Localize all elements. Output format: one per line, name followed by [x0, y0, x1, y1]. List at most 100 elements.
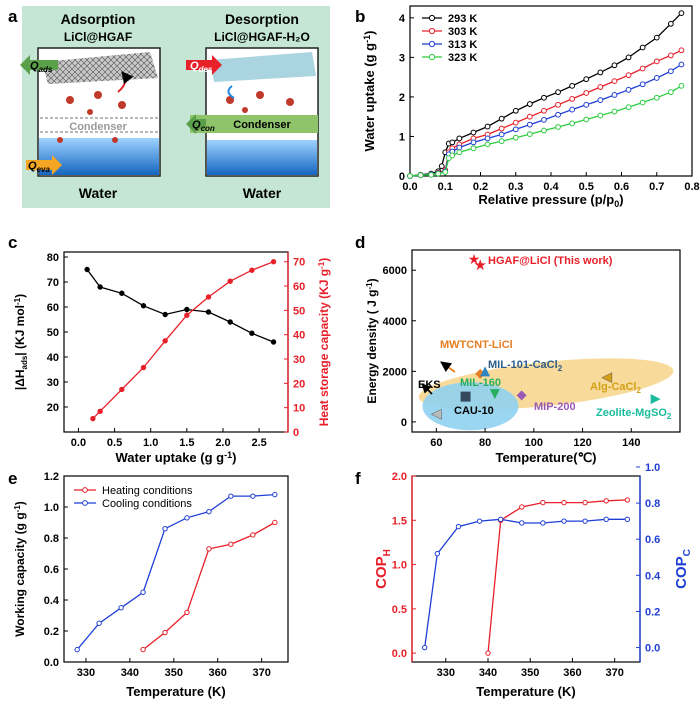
data-point-b-0-16 — [569, 82, 576, 89]
y2-tick-label-f-3: 0.6 — [645, 534, 660, 546]
y-tick-label-f-4: 2.0 — [392, 471, 407, 483]
desorption-subtitle: LiCl@HGAF-H₂O — [214, 30, 310, 44]
x-tick-label-e-4: 370 — [252, 667, 270, 679]
data-point-e-0-4 — [228, 541, 234, 547]
data-point-b-0-7 — [449, 139, 456, 146]
y2-tick-label-c-2: 20 — [293, 378, 305, 390]
y-axis-label-e: Working capacity (g g-1) — [13, 501, 27, 637]
series-line-c-0 — [86, 269, 274, 343]
data-point-b-3-13 — [541, 127, 547, 134]
q-des-label: Qdes — [190, 60, 213, 74]
y-tick-label-c-2: 40 — [47, 352, 59, 364]
panel-label-b: b — [355, 7, 365, 26]
data-point-c-0-7 — [227, 319, 233, 325]
y2-axis-f: 0.0 0.2 0.4 0.6 0.8 1.0 — [636, 462, 661, 655]
data-point-b-2-18 — [611, 92, 618, 98]
water-vapor-molecules-left — [57, 91, 126, 143]
y-tick-label-e-3: 0.6 — [44, 564, 59, 576]
x-tick-label-f-2: 350 — [521, 667, 539, 679]
y-tick-label-c-6: 80 — [47, 252, 59, 264]
legend-label-b-3: 323 K — [448, 52, 477, 64]
label-mil-101-cacl2: MIL-101-CaCl2 — [488, 359, 563, 373]
plot-frame-c — [63, 251, 289, 433]
data-point-b-0-13 — [526, 101, 533, 107]
legend-marker-b-2 — [428, 40, 436, 48]
data-point-f-0-5 — [582, 499, 588, 506]
data-point-b-0-18 — [597, 69, 604, 76]
data-point-b-3-7 — [456, 149, 463, 156]
data-point-b-0-20 — [625, 54, 632, 61]
y-axis-label-d: Energy density ( J g-1) — [365, 278, 379, 403]
legend-label-b-1: 303 K — [448, 26, 477, 38]
data-point-e-1-6 — [206, 508, 212, 515]
eks-arrow — [421, 383, 433, 395]
y2-tick-label-c-3: 30 — [293, 354, 305, 366]
data-point-b-1-11 — [512, 119, 519, 126]
x-axis-f: 330 340 350 360 370 — [437, 658, 624, 679]
condenser-bar — [190, 115, 318, 133]
panel-label-d: d — [355, 233, 365, 252]
panel-label-a: a — [8, 7, 18, 26]
legend-label-b-0: 293 K — [448, 13, 477, 25]
data-point-f-1-8 — [582, 518, 588, 524]
data-point-b-0-11 — [498, 115, 505, 122]
x-tick-label-c-4: 2.0 — [215, 437, 230, 449]
plot-frame-f — [411, 475, 641, 663]
q-ads-arrow — [20, 55, 58, 75]
x-tick-label-d-1: 80 — [479, 437, 491, 449]
data-point-b-0-4 — [438, 163, 445, 170]
data-point-c-0-1 — [97, 284, 103, 290]
y-axis-label-b: Water uptake (g g-1) — [362, 31, 377, 152]
y-tick-label-e-0: 0.0 — [44, 657, 59, 669]
y2-tick-label-c-5: 50 — [293, 305, 305, 317]
label-mip-200: MIP-200 — [534, 401, 576, 413]
y-axis-c: 20 30 40 50 60 70 80 — [47, 252, 68, 414]
data-point-b-3-22 — [667, 89, 674, 96]
data-point-f-1-4 — [497, 516, 504, 523]
data-point-e-0-3 — [206, 546, 212, 552]
series-group-e — [74, 491, 278, 653]
data-point-e-0-6 — [272, 519, 278, 526]
y2-axis-label-c: Heat storage capacity (KJ g-1) — [317, 258, 331, 427]
data-point-b-2-19 — [625, 86, 632, 93]
y-tick-label-b-0: 0 — [399, 171, 405, 183]
data-point-b-0-19 — [611, 62, 618, 69]
panel-d-chart: d 60 80 100 120 140 0 2000 4000 6000 ★ MWTCNT-L… — [355, 233, 681, 465]
point-hgaf-licl: ★ — [473, 257, 486, 274]
data-point-b-0-23 — [667, 20, 674, 27]
x-tick-label-c-1: 0.5 — [107, 437, 122, 449]
data-point-f-1-9 — [603, 516, 609, 523]
x-tick-label-c-5: 2.5 — [251, 437, 266, 449]
plot-frame-d — [411, 249, 681, 433]
label-alg-cacl2: Alg-CaCl2 — [590, 381, 641, 395]
y-tick-label-d-1: 2000 — [383, 366, 407, 378]
data-point-b-3-1 — [417, 172, 424, 179]
data-point-e-1-1 — [96, 620, 102, 626]
y-tick-label-e-1: 0.2 — [44, 626, 59, 638]
data-point-b-3-19 — [625, 104, 632, 111]
data-point-c-1-1 — [97, 408, 103, 415]
legend-marker-e-0 — [82, 487, 88, 493]
data-point-e-1-9 — [272, 491, 278, 498]
data-point-b-3-4 — [442, 169, 449, 175]
mwtcnt-arrow — [440, 361, 456, 373]
adsorption-subtitle: LiCl@HGAF — [64, 30, 132, 44]
data-point-b-0-14 — [541, 94, 547, 101]
series-line-c-1 — [92, 261, 274, 420]
data-point-f-0-2 — [519, 504, 525, 510]
y2-tick-label-f-2: 0.4 — [645, 570, 661, 582]
data-point-b-1-23 — [678, 47, 685, 54]
x-axis-label-b: Relative pressure (p/p0) — [478, 192, 623, 209]
panel-label-f: f — [355, 469, 361, 488]
data-point-b-1-19 — [625, 72, 632, 79]
legend-marker-b-3 — [428, 53, 436, 61]
data-point-b-2-17 — [597, 97, 604, 103]
y-tick-label-c-4: 60 — [47, 302, 59, 314]
y2-tick-label-c-0: 0 — [293, 427, 299, 439]
q-con-label: Qcon — [192, 119, 215, 133]
panel-e-chart: e 330 340 350 360 370 0.00.20.40.60.81.01.2 … — [8, 469, 289, 699]
data-point-b-3-8 — [470, 145, 477, 152]
data-point-f-1-6 — [540, 520, 546, 526]
data-point-b-0-21 — [639, 44, 646, 51]
